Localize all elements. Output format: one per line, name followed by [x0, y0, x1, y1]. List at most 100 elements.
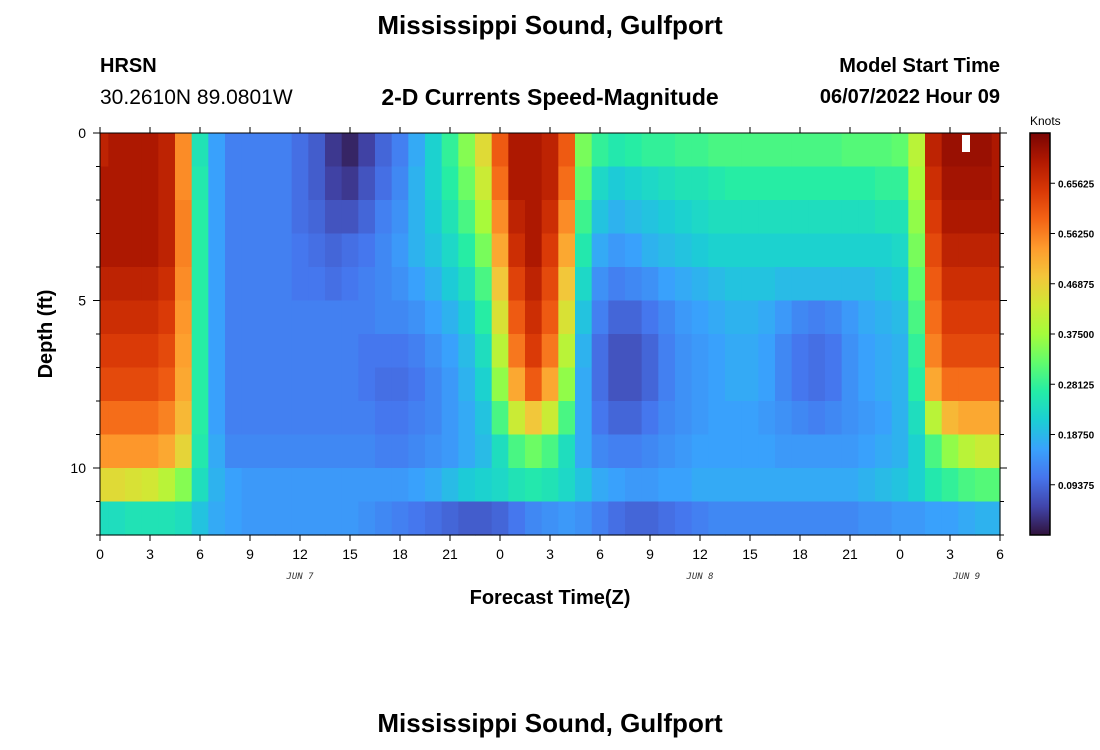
heatmap-cell — [225, 200, 243, 235]
heatmap-cell — [791, 133, 809, 168]
heatmap-cell — [941, 468, 959, 503]
heatmap-cell — [391, 401, 409, 436]
heatmap-cell — [425, 501, 443, 536]
repeated-chart-title: Mississippi Sound, Gulfport — [377, 708, 723, 738]
heatmap-cell — [641, 434, 659, 469]
y-tick-label: 0 — [78, 125, 86, 141]
heatmap-cell — [141, 367, 159, 402]
heatmap-cell — [100, 334, 109, 369]
heatmap-cell — [425, 468, 443, 503]
heatmap-cell — [625, 468, 643, 503]
heatmap-cell — [858, 401, 876, 436]
heatmap-cell — [225, 166, 243, 201]
heatmap-cell — [100, 300, 109, 335]
heatmap-cell — [758, 200, 776, 235]
heatmap-cell — [425, 166, 443, 201]
heatmap-cell — [791, 501, 809, 536]
heatmap-cell — [341, 166, 359, 201]
heatmap-cell — [808, 401, 826, 436]
heatmap-cell — [341, 200, 359, 235]
heatmap-cell — [641, 468, 659, 503]
heatmap-cell — [891, 300, 909, 335]
heatmap-cell — [391, 334, 409, 369]
heatmap-cell — [141, 200, 159, 235]
heatmap-cell — [525, 133, 543, 168]
heatmap-cell — [741, 401, 759, 436]
missing-data-cell — [962, 135, 970, 152]
heatmap-cell — [258, 200, 276, 235]
heatmap-cell — [458, 166, 476, 201]
heatmap-cell — [508, 300, 526, 335]
heatmap-cell — [100, 133, 109, 168]
heatmap-cell — [141, 133, 159, 168]
heatmap-cell — [358, 267, 376, 302]
heatmap-cell — [158, 434, 176, 469]
heatmap-cell — [975, 468, 993, 503]
heatmap-cell — [991, 300, 1001, 335]
heatmap-cell — [775, 200, 793, 235]
heatmap-cell — [641, 233, 659, 268]
heatmap-cell — [441, 468, 459, 503]
heatmap-cell — [841, 300, 859, 335]
station-code: HRSN — [100, 55, 157, 77]
heatmap-cell — [491, 501, 509, 536]
heatmap-cell — [708, 233, 726, 268]
heatmap-cell — [475, 300, 493, 335]
heatmap-cell — [641, 200, 659, 235]
heatmap-cell — [308, 233, 326, 268]
heatmap-cell — [758, 233, 776, 268]
heatmap-cell — [858, 267, 876, 302]
heatmap-cell — [675, 401, 693, 436]
heatmap-cell — [941, 334, 959, 369]
heatmap-cell — [391, 233, 409, 268]
heatmap-cell — [391, 267, 409, 302]
heatmap-cell — [825, 401, 843, 436]
heatmap-cell — [991, 200, 1001, 235]
heatmap-cell — [108, 401, 126, 436]
heatmap-cell — [558, 334, 576, 369]
heatmap-cell — [525, 334, 543, 369]
heatmap-cell — [825, 468, 843, 503]
heatmap-cell — [958, 166, 976, 201]
heatmap-cell — [841, 434, 859, 469]
heatmap-cell — [741, 334, 759, 369]
heatmap-cell — [641, 300, 659, 335]
heatmap-cell — [858, 334, 876, 369]
heatmap-cell — [258, 300, 276, 335]
heatmap-cell — [741, 468, 759, 503]
heatmap-cell — [275, 300, 293, 335]
heatmap-cell — [558, 434, 576, 469]
heatmap-cell — [941, 300, 959, 335]
heatmap-cell — [375, 501, 393, 536]
heatmap-cell — [408, 501, 426, 536]
heatmap-cell — [408, 367, 426, 402]
heatmap-cell — [591, 434, 609, 469]
heatmap-cell — [475, 166, 493, 201]
heatmap-cell — [641, 367, 659, 402]
heatmap-cell — [841, 334, 859, 369]
heatmap-cell — [708, 367, 726, 402]
heatmap-cell — [608, 267, 626, 302]
x-tick-label: 21 — [842, 546, 858, 562]
heatmap-cell — [191, 334, 209, 369]
heatmap-cell — [708, 166, 726, 201]
heatmap-cell — [441, 367, 459, 402]
heatmap-cell — [925, 367, 943, 402]
heatmap-cell — [108, 133, 126, 168]
heatmap-cell — [758, 334, 776, 369]
heatmap-cell — [475, 501, 493, 536]
heatmap-cell — [308, 367, 326, 402]
heatmap-cell — [291, 434, 309, 469]
heatmap-cell — [758, 166, 776, 201]
heatmap-cell — [941, 367, 959, 402]
heatmap-cell — [208, 367, 226, 402]
heatmap-cell — [625, 434, 643, 469]
heatmap-cell — [825, 434, 843, 469]
x-tick-label: 18 — [392, 546, 408, 562]
heatmap-cell — [608, 434, 626, 469]
heatmap-cell — [691, 367, 709, 402]
x-tick-label: 12 — [292, 546, 308, 562]
heatmap-cell — [675, 367, 693, 402]
y-tick-label: 10 — [70, 460, 86, 476]
heatmap-cell — [291, 367, 309, 402]
